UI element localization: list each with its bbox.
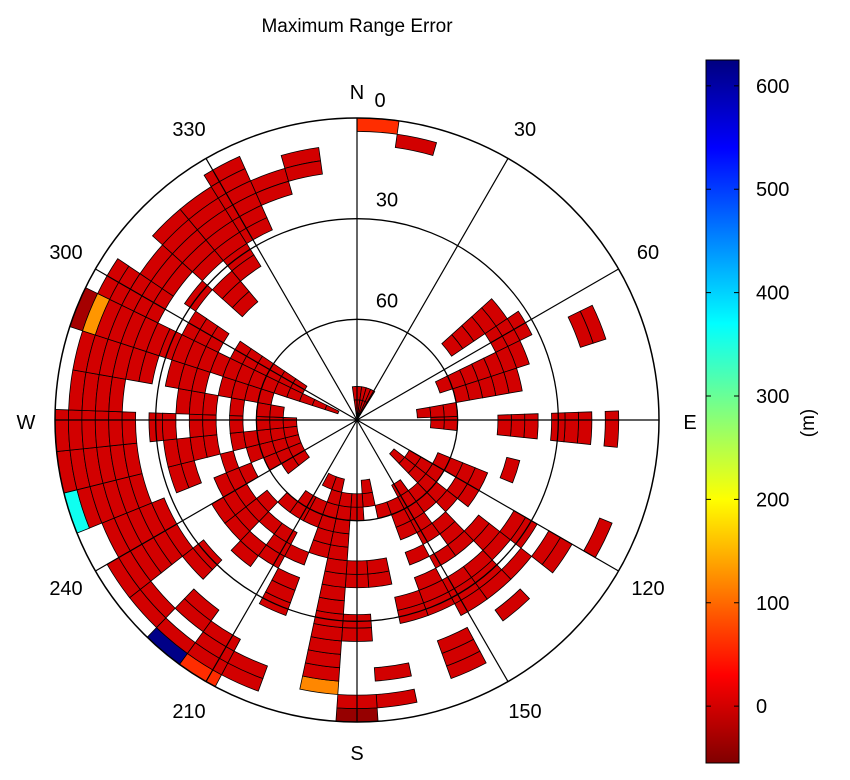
heat-cell [231,290,259,318]
heat-cell [389,448,406,465]
heat-cell [603,410,620,448]
heat-cell [496,414,512,437]
heat-cell [499,456,521,484]
heat-cell [510,413,526,438]
heat-cell [255,416,271,431]
azimuth-tick-label: 300 [49,242,82,264]
heat-cell [54,409,71,453]
colorbar-tick-label: 400 [756,283,789,305]
heat-cell [282,417,298,429]
colorbar-tick-label: 500 [756,179,789,201]
colorbar-tick-label: 100 [756,593,789,615]
heat-cell [567,310,594,348]
heat-cell [321,472,337,490]
colorbar-tick-label: 200 [756,489,789,511]
heat-cell [202,392,219,416]
azimuth-tick-label: 150 [508,701,541,723]
heat-cell [108,410,124,447]
heat-cell [373,662,412,682]
azimuth-spoke [356,419,509,682]
heat-cell [442,402,459,418]
compass-east-label: E [683,412,696,434]
colorbar-ticks: 0 100 200 300 400 500 600 [706,76,789,718]
heat-cell [68,409,84,451]
compass-south-label: S [350,743,363,765]
colorbar-label: (m) [798,409,819,437]
azimuth-spoke [95,268,358,421]
heat-cell [151,497,178,532]
compass-labels: N E S W [17,82,697,765]
heat-cell [413,567,443,591]
compass-west-label: W [17,412,36,434]
heat-cell [416,406,432,419]
heat-cell [429,416,445,430]
azimuth-tick-labels: 0 30 60 120 150 210 240 300 330 [49,90,664,723]
heat-cell [188,413,204,438]
heat-cell [239,217,273,245]
cell-layer [54,117,620,723]
heat-cell [360,478,373,495]
heat-cell [563,411,579,444]
elevation-tick-labels: 30 60 [376,190,398,313]
heat-cell [576,411,593,445]
azimuth-tick-label: 120 [631,578,664,600]
heat-cell [361,491,376,508]
heat-cell [394,589,425,611]
heat-cell [523,413,539,440]
azimuth-tick-label: 330 [172,119,205,141]
heat-cell [404,543,431,566]
azimuth-tick-label: 0 [374,90,385,112]
heat-cell [441,334,464,357]
heat-cell [229,415,244,434]
heat-cell [94,410,111,448]
heat-cell [255,489,279,513]
azimuth-spoke [205,419,358,682]
elevation-tick-label: 60 [376,290,398,312]
elevation-tick-label: 30 [376,190,398,212]
heat-cell [183,588,220,622]
colorbar-gradient [705,59,740,764]
azimuth-tick-label: 210 [172,701,205,723]
azimuth-spoke [356,268,619,421]
heat-cell [202,414,218,437]
heat-cell [231,254,262,282]
heat-cell [81,409,98,450]
colorbar-tick-label: 600 [756,76,789,98]
polar-plot-area [54,117,660,723]
heat-cell [229,397,246,417]
azimuth-spoke [205,158,358,421]
colorbar-tick-label: 300 [756,386,789,408]
heat-cell [443,416,459,431]
azimuth-tick-label: 60 [637,242,659,264]
heat-cell [284,160,323,182]
azimuth-tick-label: 240 [49,578,82,600]
heat-cell [161,412,178,441]
heat-cell [429,404,445,418]
compass-north-label: N [350,82,364,104]
heat-cell [269,416,285,430]
heat-cell [436,626,475,654]
heat-cell [394,133,438,156]
heat-cell [269,404,285,418]
chart-title: Maximum Range Error [261,16,453,37]
azimuth-spoke [95,419,358,572]
colorbar-tick-label: 0 [756,696,767,718]
azimuth-spoke [356,419,619,572]
outer-ring [54,117,660,723]
polar-grid [55,118,659,722]
azimuth-spoke [356,158,509,421]
colorbar: 0 100 200 300 400 500 600 (m) [705,59,819,764]
heat-cell [324,404,340,415]
heat-cell [121,411,138,445]
heat-cell [255,180,293,206]
heat-cell [494,588,531,622]
azimuth-tick-label: 30 [514,119,536,141]
heat-cell [391,479,409,498]
heat-cell [366,557,390,575]
